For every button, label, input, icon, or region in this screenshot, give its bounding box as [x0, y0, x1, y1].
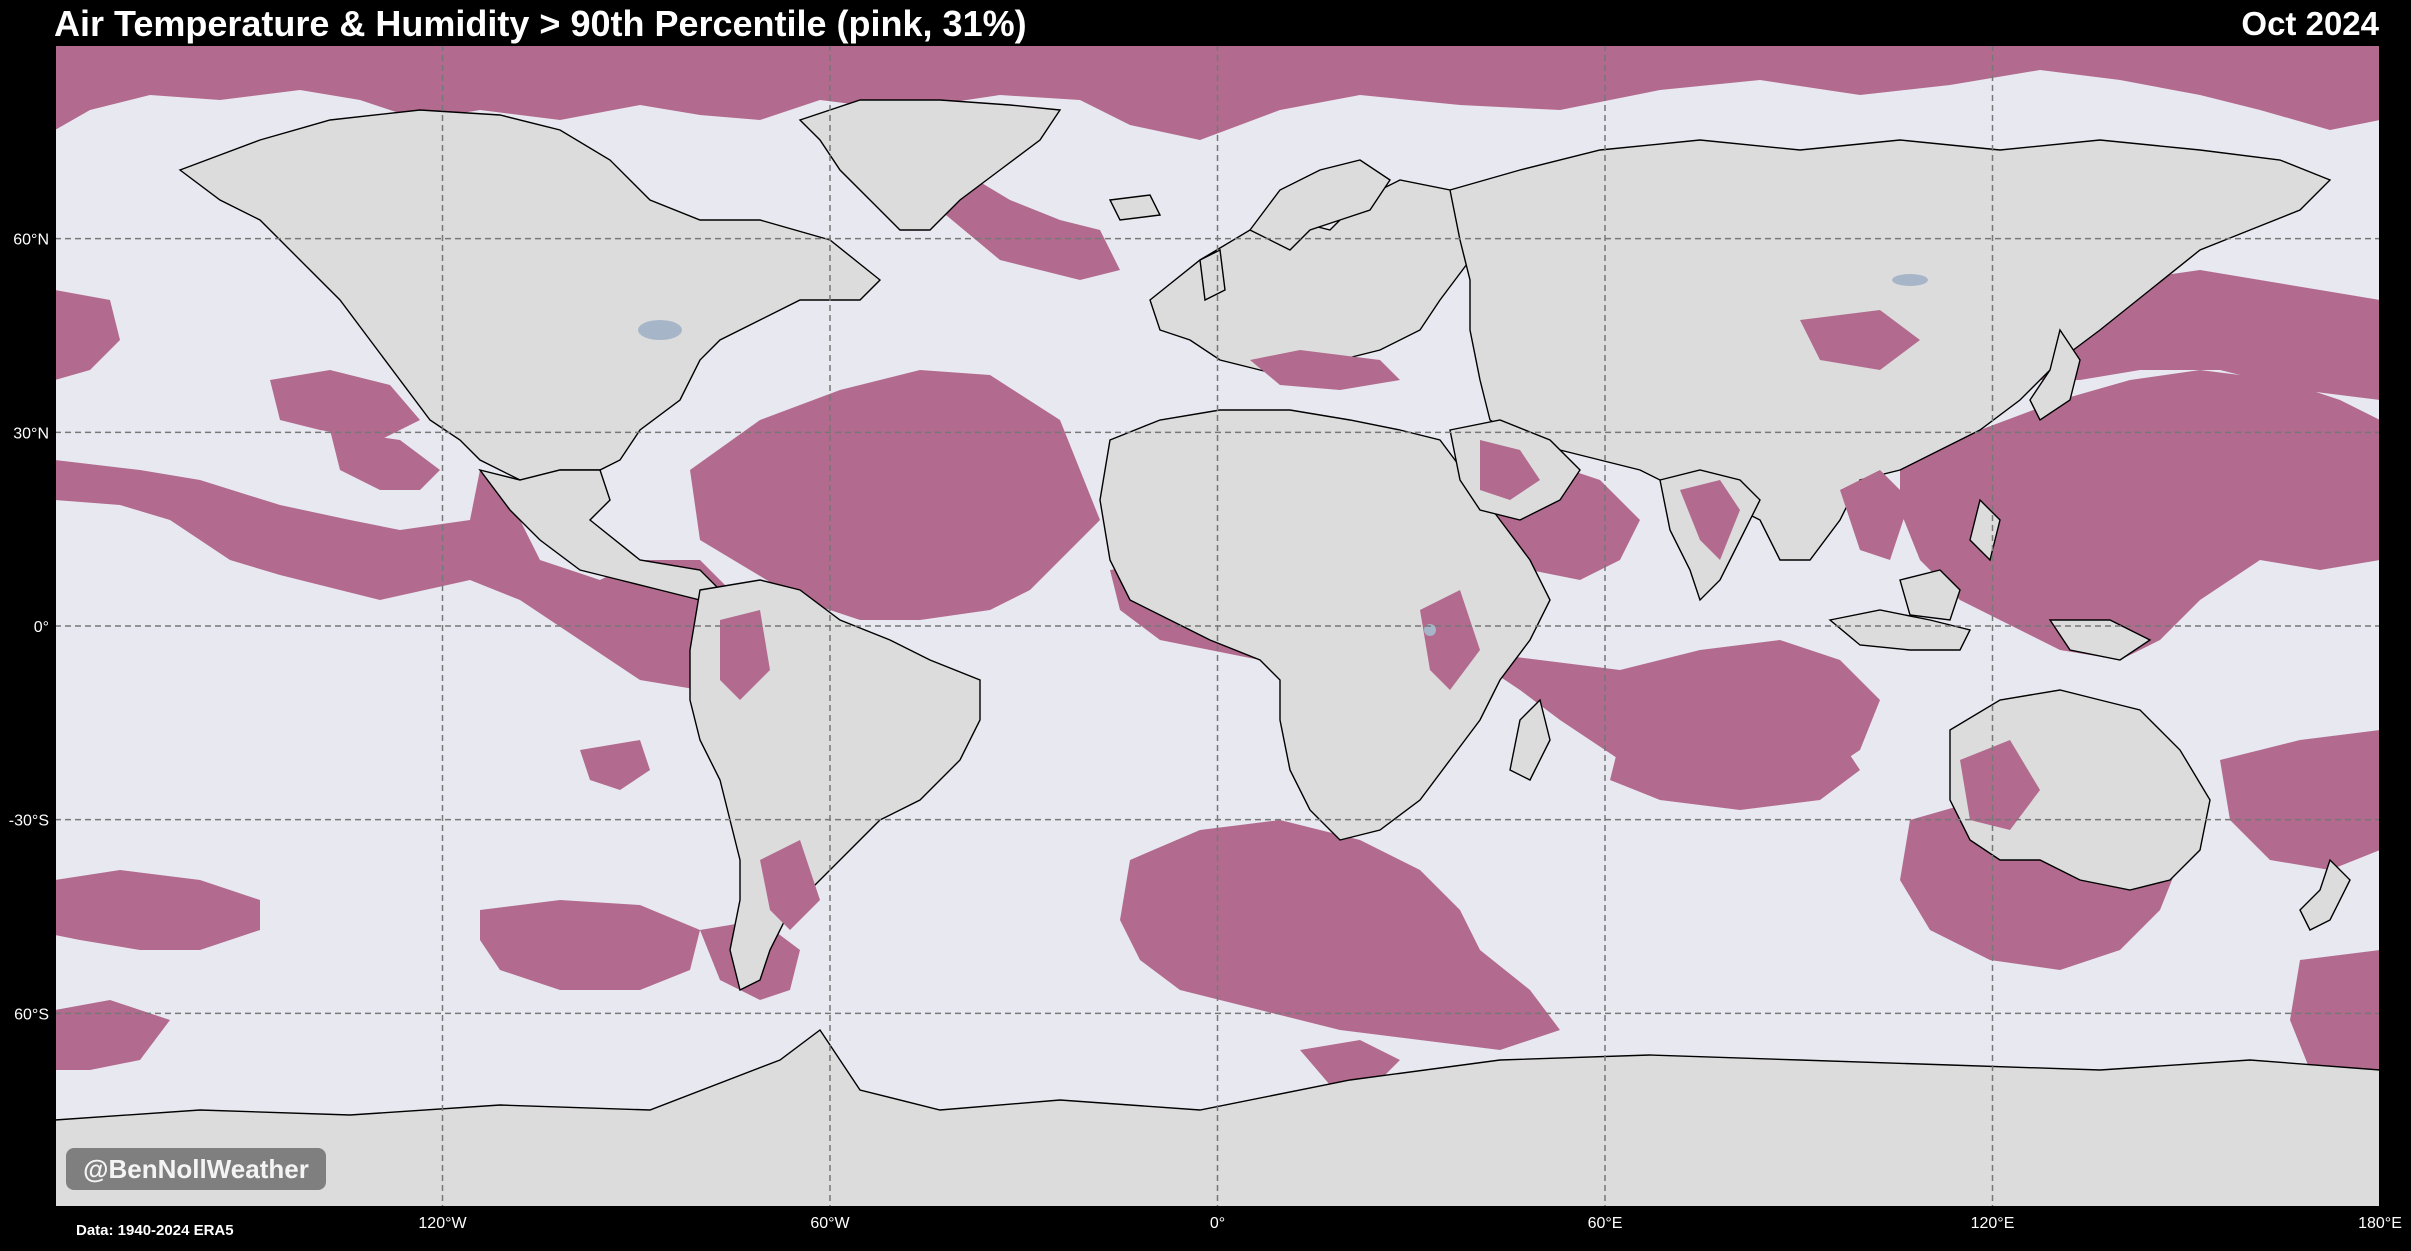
anomaly-mediterranean: [1250, 350, 1400, 390]
land-indonesia: [1828, 609, 1972, 651]
map-frame: [54, 44, 2381, 1208]
lake-great-lakes: [638, 320, 682, 340]
anomaly-north-pacific-mid: [270, 370, 420, 440]
x-tick-label: 0°: [1210, 1215, 1225, 1232]
x-tick-labels: 120°W 60°W 0° 60°E 120°E 180°E: [418, 1215, 2401, 1232]
anomaly-arctic: [55, 45, 2380, 140]
lake-baikal: [1892, 274, 1928, 286]
map-layers: [55, 45, 2380, 1207]
anomaly-regions: [55, 45, 2380, 1150]
y-tick-label: -30°S: [9, 813, 49, 830]
land-uk: [1199, 248, 1226, 302]
anomaly-west-pacific: [1900, 370, 2380, 660]
map-date: Oct 2024: [2241, 5, 2379, 42]
land-japan: [2029, 328, 2081, 422]
land-north-america: [178, 109, 882, 481]
anomaly-north-pacific-east: [330, 430, 440, 490]
land-borneo: [1899, 569, 1961, 621]
y-tick-label: 60°N: [13, 232, 49, 249]
map-title: Air Temperature & Humidity > 90th Percen…: [54, 3, 1027, 44]
anomaly-arabia: [1480, 440, 1540, 500]
y-tick-label: 30°N: [13, 425, 49, 442]
anomaly-land-regions: [720, 310, 2040, 930]
anomaly-tibet: [1800, 310, 1920, 370]
y-tick-labels: 60°N 30°N 0° -30°S 60°S: [9, 232, 49, 1024]
anomaly-india: [1680, 480, 1740, 560]
anomaly-tasman: [2220, 730, 2380, 870]
x-tick-label: 180°E: [2358, 1215, 2402, 1232]
anomaly-west-australia: [1960, 740, 2040, 830]
anomaly-east-pacific: [55, 460, 780, 700]
anomaly-antarctic-atlantic: [1300, 1040, 1400, 1085]
land-iceland: [1108, 194, 1162, 221]
anomaly-amazon-west: [720, 610, 770, 700]
x-tick-label: 60°E: [1588, 1215, 1623, 1232]
land-greenland: [798, 99, 1062, 231]
land-scandinavia: [1248, 159, 1391, 251]
anomaly-south-pacific-mid: [480, 900, 700, 990]
x-tick-label: 120°E: [1971, 1215, 2015, 1232]
anomaly-antarctic-2: [55, 1000, 170, 1070]
anomaly-south-atlantic: [1120, 820, 1560, 1050]
gridlines: [55, 45, 2380, 1207]
land-new-guinea: [2048, 619, 2152, 661]
land-central-america: [478, 468, 722, 601]
y-tick-label: 60°S: [14, 1006, 49, 1023]
anomaly-east-africa: [1420, 590, 1480, 690]
anomaly-south-pacific-west: [55, 870, 260, 950]
land-africa: [1099, 409, 1551, 841]
anomaly-north-pacific-west: [55, 290, 120, 380]
anomaly-southeast-pacific: [2290, 950, 2380, 1070]
land-madagascar: [1509, 698, 1551, 781]
land-australia: [1949, 689, 2211, 891]
anomaly-se-asia: [1840, 470, 1910, 560]
land-new-zealand: [2299, 858, 2351, 931]
anomaly-south-indian-2: [1610, 720, 1860, 810]
anomaly-south-atlantic-2: [580, 740, 650, 790]
x-tick-label: 60°W: [810, 1215, 850, 1232]
data-source-label: Data: 1940-2024 ERA5: [76, 1222, 234, 1239]
y-tick-label: 0°: [34, 619, 49, 636]
x-tick-label: 120°W: [418, 1215, 467, 1232]
lake-victoria: [1424, 624, 1436, 636]
lakes: [638, 274, 1928, 636]
anomaly-argentina: [760, 840, 820, 930]
watermark-badge: @BenNollWeather: [66, 1148, 326, 1190]
